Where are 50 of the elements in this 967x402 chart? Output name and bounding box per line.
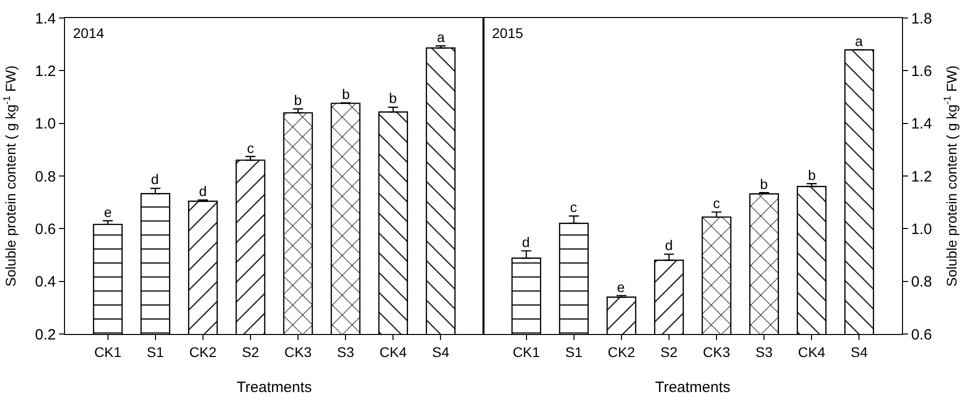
data-label: c	[570, 199, 577, 215]
text: 2014	[73, 25, 104, 41]
data-label: c	[713, 195, 720, 211]
x-tick-label: CK4	[798, 344, 826, 360]
x-tick-label: CK2	[608, 344, 636, 360]
x-tick-label: S4	[850, 344, 868, 360]
x-tick-label: CK1	[94, 344, 122, 360]
data-label: c	[247, 140, 254, 156]
x-tick-label: CK4	[380, 344, 407, 360]
x-tick-label: S3	[756, 344, 773, 360]
data-label: b	[808, 167, 816, 183]
y-tick-label: 1.2	[911, 168, 932, 186]
x-tick-label: S3	[337, 344, 354, 360]
x-axis-title: Treatments	[655, 378, 730, 396]
y-tick-label: 1.4	[911, 116, 932, 133]
x-tick-label: CK3	[702, 344, 730, 360]
y-tick-label: 0.6	[35, 220, 56, 238]
x-tick-label: S2	[242, 344, 260, 360]
data-label: b	[389, 90, 397, 106]
data-label: b	[760, 176, 768, 192]
text: 2015	[492, 25, 524, 41]
y-tick-label: 0.8	[35, 168, 56, 186]
x-axis-title: Treatments	[236, 378, 312, 396]
data-label: d	[151, 171, 159, 187]
y-tick-label: 1.4	[35, 10, 56, 28]
y-tick-label: 0.6	[911, 326, 932, 344]
x-tick-label: CK3	[284, 344, 312, 360]
y-tick-label: 1.0	[35, 116, 56, 133]
x-tick-label: CK1	[512, 344, 540, 360]
y-tick-label: 0.4	[35, 274, 56, 291]
x-tick-label: S2	[660, 344, 678, 360]
x-tick-label: CK2	[189, 344, 217, 360]
data-label: e	[617, 279, 625, 295]
data-label: b	[342, 86, 350, 102]
data-label: a	[855, 33, 863, 49]
x-tick-label: S4	[432, 344, 450, 360]
data-label: b	[294, 92, 302, 108]
data-label: d	[199, 183, 207, 199]
y-tick-label: 1.0	[911, 220, 932, 238]
data-label: d	[665, 237, 673, 253]
y-tick-label: 0.8	[911, 274, 932, 291]
y-tick-label: 1.8	[911, 10, 932, 28]
data-label: e	[104, 204, 112, 220]
y-tick-label: 0.2	[35, 326, 56, 344]
data-label: a	[437, 29, 445, 45]
data-label: d	[522, 234, 530, 250]
x-tick-label: S1	[146, 344, 164, 360]
y-tick-label: 1.2	[35, 62, 56, 80]
y-tick-label: 1.6	[911, 62, 932, 80]
x-tick-label: S1	[565, 344, 583, 360]
